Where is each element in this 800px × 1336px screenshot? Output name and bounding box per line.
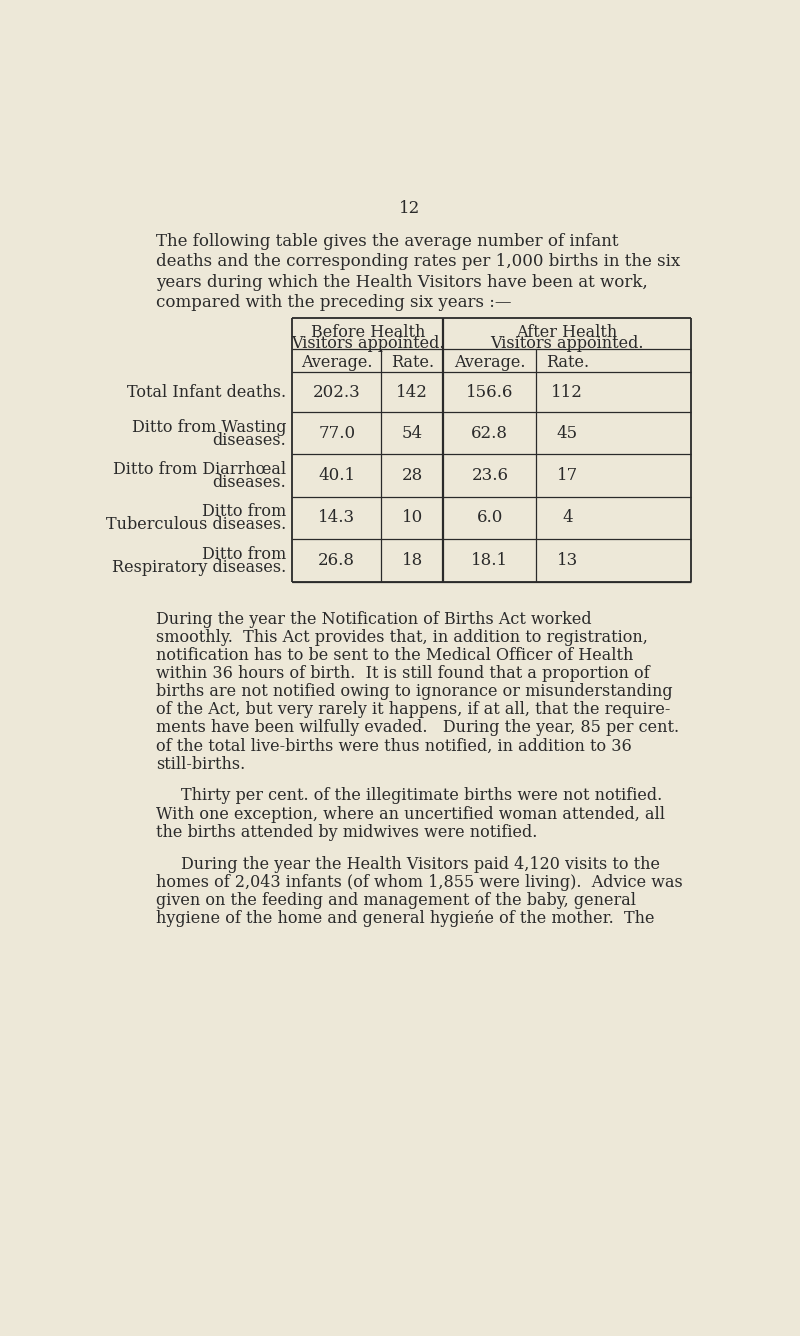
Text: notification has to be sent to the Medical Officer of Health: notification has to be sent to the Medic…: [156, 647, 633, 664]
Text: Ditto from Wasting: Ditto from Wasting: [131, 418, 286, 436]
Text: 45: 45: [557, 425, 578, 442]
Text: births are not notified owing to ignorance or misunderstanding: births are not notified owing to ignoran…: [156, 683, 673, 700]
Text: 77.0: 77.0: [318, 425, 355, 442]
Text: given on the feeding and management of the baby, general: given on the feeding and management of t…: [156, 892, 636, 908]
Text: 18: 18: [402, 552, 423, 569]
Text: 18.1: 18.1: [471, 552, 508, 569]
Text: still-births.: still-births.: [156, 756, 245, 772]
Text: With one exception, where an uncertified woman attended, all: With one exception, where an uncertified…: [156, 806, 665, 823]
Text: Ditto from: Ditto from: [202, 545, 286, 562]
Text: ments have been wilfully evaded.   During the year, 85 per cent.: ments have been wilfully evaded. During …: [156, 719, 679, 736]
Text: diseases.: diseases.: [212, 474, 286, 492]
Text: 142: 142: [396, 383, 428, 401]
Text: Rate.: Rate.: [546, 354, 589, 371]
Text: smoothly.  This Act provides that, in addition to registration,: smoothly. This Act provides that, in add…: [156, 629, 648, 645]
Text: After Health: After Health: [516, 325, 618, 341]
Text: Ditto from: Ditto from: [202, 504, 286, 520]
Text: Tuberculous diseases.: Tuberculous diseases.: [106, 517, 286, 533]
Text: Visitors appointed.: Visitors appointed.: [490, 335, 644, 353]
Text: hygiene of the home and general hygieńe of the mother.  The: hygiene of the home and general hygieńe …: [156, 910, 654, 927]
Text: 14.3: 14.3: [318, 509, 355, 526]
Text: 40.1: 40.1: [318, 468, 355, 484]
Text: compared with the preceding six years :—: compared with the preceding six years :—: [156, 294, 511, 310]
Text: 156.6: 156.6: [466, 383, 514, 401]
Text: Total Infant deaths.: Total Infant deaths.: [127, 383, 286, 401]
Text: 10: 10: [402, 509, 423, 526]
Text: 4: 4: [562, 509, 573, 526]
Text: 13: 13: [557, 552, 578, 569]
Text: Respiratory diseases.: Respiratory diseases.: [112, 558, 286, 576]
Text: 202.3: 202.3: [313, 383, 361, 401]
Text: Thirty per cent. of the illegitimate births were not notified.: Thirty per cent. of the illegitimate bir…: [182, 787, 662, 804]
Text: Ditto from Diarrhœal: Ditto from Diarrhœal: [113, 461, 286, 478]
Text: 62.8: 62.8: [471, 425, 508, 442]
Text: diseases.: diseases.: [212, 432, 286, 449]
Text: Average.: Average.: [301, 354, 373, 371]
Text: 28: 28: [402, 468, 423, 484]
Text: within 36 hours of birth.  It is still found that a proportion of: within 36 hours of birth. It is still fo…: [156, 665, 650, 683]
Text: Rate.: Rate.: [390, 354, 434, 371]
Text: the births attended by midwives were notified.: the births attended by midwives were not…: [156, 824, 537, 840]
Text: The following table gives the average number of infant: The following table gives the average nu…: [156, 234, 618, 250]
Text: 54: 54: [402, 425, 423, 442]
Text: 23.6: 23.6: [471, 468, 508, 484]
Text: 12: 12: [399, 200, 421, 218]
Text: During the year the Health Visitors paid 4,120 visits to the: During the year the Health Visitors paid…: [182, 855, 660, 872]
Text: of the Act, but very rarely it happens, if at all, that the require-: of the Act, but very rarely it happens, …: [156, 701, 670, 719]
Text: homes of 2,043 infants (of whom 1,855 were living).  Advice was: homes of 2,043 infants (of whom 1,855 we…: [156, 874, 682, 891]
Text: of the total live-births were thus notified, in addition to 36: of the total live-births were thus notif…: [156, 737, 631, 755]
Text: 17: 17: [557, 468, 578, 484]
Text: deaths and the corresponding rates per 1,000 births in the six: deaths and the corresponding rates per 1…: [156, 254, 680, 270]
Text: Average.: Average.: [454, 354, 526, 371]
Text: 112: 112: [551, 383, 583, 401]
Text: During the year the Notification of Births Act worked: During the year the Notification of Birt…: [156, 611, 591, 628]
Text: 6.0: 6.0: [477, 509, 503, 526]
Text: Before Health: Before Health: [310, 325, 425, 341]
Text: 26.8: 26.8: [318, 552, 355, 569]
Text: years during which the Health Visitors have been at work,: years during which the Health Visitors h…: [156, 274, 647, 290]
Text: Visitors appointed.: Visitors appointed.: [291, 335, 445, 353]
